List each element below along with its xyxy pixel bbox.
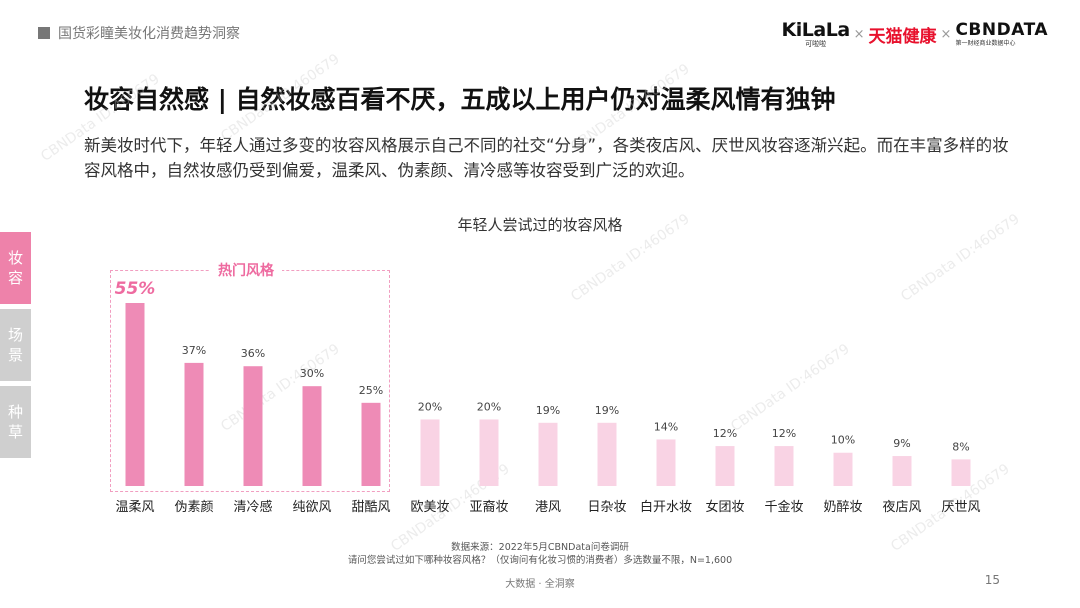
bar-港风 <box>538 422 558 486</box>
data-source-line1: 数据来源：2022年5月CBNData问卷调研 <box>451 542 629 553</box>
side-tab-label: 场景 <box>7 326 23 364</box>
category-label: 日杂妆 <box>587 500 626 515</box>
bar-value-label: 20% <box>418 400 442 413</box>
category-label: 温柔风 <box>115 500 154 515</box>
side-tab-label: 种草 <box>7 403 23 441</box>
cbndata-logo-text: CBNDATA <box>955 19 1048 40</box>
bar-value-label: 36% <box>241 347 265 360</box>
bar-甜酷风 <box>361 402 381 486</box>
report-title: 国货彩瞳美妆化消费趋势洞察 <box>58 26 240 42</box>
times-sign: × <box>853 26 865 42</box>
bar-value-label: 8% <box>952 440 969 453</box>
data-source-line2: 请问您尝试过如下哪种妆容风格？（仅询问有化妆习惯的消费者）多选数量不限，N=1,… <box>347 555 733 566</box>
hot-style-label: 热门风格 <box>210 260 282 280</box>
bar-value-label: 12% <box>772 427 796 440</box>
bar-value-label: 55% <box>115 279 156 299</box>
category-label: 千金妆 <box>764 499 803 515</box>
category-label: 厌世风 <box>941 500 980 515</box>
category-label: 亚裔妆 <box>469 499 508 515</box>
category-label: 夜店风 <box>882 500 921 515</box>
page-number: 15 <box>984 573 1000 587</box>
category-label: 欧美妆 <box>410 500 449 515</box>
title-square-icon <box>38 27 50 39</box>
bar-value-label: 9% <box>893 437 910 450</box>
bar-清冷感 <box>243 366 263 486</box>
category-label: 白开水妆 <box>640 499 692 515</box>
page-headline: 妆容自然感 | 自然妆感百看不厌，五成以上用户仍对温柔风情有独钟 <box>84 85 836 114</box>
cbndata-logo-sub: 第一财经商业数据中心 <box>955 39 1016 47</box>
category-label: 港风 <box>535 500 561 515</box>
page-header: 国货彩瞳美妆化消费趋势洞察 KiLaLa 可啦啦 × 天猫健康 × CBNDAT… <box>0 0 1080 60</box>
side-tabs: 妆容 场景 种草 <box>0 232 31 463</box>
partner-logos: KiLaLa 可啦啦 × 天猫健康 × CBNDATA 第一财经商业数据中心 <box>782 16 1048 52</box>
bar-value-label: 10% <box>831 434 855 447</box>
bar-女团妆 <box>715 446 735 486</box>
page-description: 新美妆时代下，年轻人通过多变的妆容风格展示自己不同的社交“分身”，各类夜店风、厌… <box>84 136 1009 180</box>
bar-value-label: 19% <box>595 404 619 417</box>
bar-欧美妆 <box>420 419 440 486</box>
bar-厌世风 <box>951 459 971 486</box>
kilala-logo: KiLaLa 可啦啦 <box>781 18 851 48</box>
times-sign-2: × <box>940 26 952 42</box>
category-label: 奶醉妆 <box>823 499 862 515</box>
bar-白开水妆 <box>656 439 676 486</box>
bar-value-label: 30% <box>300 367 324 380</box>
bar-value-label: 19% <box>536 404 560 417</box>
bar-夜店风 <box>892 456 912 486</box>
bar-纯欲风 <box>302 386 322 486</box>
side-tab-scene[interactable]: 场景 <box>0 309 31 381</box>
side-tab-label: 妆容 <box>7 249 23 287</box>
category-label: 清冷感 <box>233 499 272 515</box>
side-tab-seeding[interactable]: 种草 <box>0 386 31 458</box>
kilala-logo-text: KiLaLa <box>781 18 851 41</box>
bar-温柔风 <box>125 303 145 486</box>
bar-value-label: 20% <box>477 400 501 413</box>
category-label: 甜酷风 <box>351 499 390 515</box>
cbndata-logo: CBNDATA 第一财经商业数据中心 <box>955 19 1048 47</box>
bar-value-label: 14% <box>654 420 678 433</box>
data-source: 数据来源：2022年5月CBNData问卷调研 请问您尝试过如下哪种妆容风格？（… <box>0 541 1080 567</box>
footer-slogan: 大数据 · 全洞察 <box>505 579 575 590</box>
bar-千金妆 <box>774 446 794 486</box>
bar-伪素颜 <box>184 362 204 486</box>
category-label: 女团妆 <box>705 499 744 515</box>
chart-title: 年轻人尝试过的妆容风格 <box>457 216 623 234</box>
bar-日杂妆 <box>597 422 617 486</box>
bar-奶醉妆 <box>833 452 853 486</box>
kilala-logo-sub: 可啦啦 <box>805 39 827 48</box>
bar-value-label: 12% <box>713 427 737 440</box>
tmall-health-logo: 天猫健康 <box>868 26 937 47</box>
bar-亚裔妆 <box>479 419 499 486</box>
category-label: 纯欲风 <box>292 499 331 515</box>
bar-value-label: 37% <box>182 344 206 357</box>
side-tab-makeup[interactable]: 妆容 <box>0 232 31 304</box>
bar-value-label: 25% <box>359 384 383 397</box>
category-label: 伪素颜 <box>174 499 213 515</box>
